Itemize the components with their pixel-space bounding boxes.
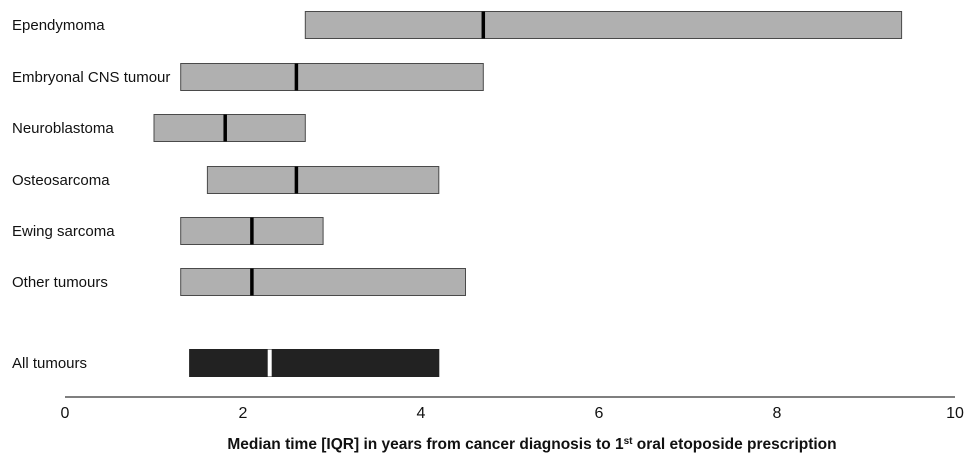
x-axis-title-superscript: st — [624, 436, 634, 447]
iqr-bar-other-tumours — [180, 268, 466, 296]
category-label-osteosarcoma: Osteosarcoma — [12, 172, 110, 189]
iqr-bar-ependymoma — [304, 11, 903, 39]
iqr-bar-all-tumours — [189, 349, 440, 377]
category-label-ewing-sarcoma: Ewing sarcoma — [12, 223, 115, 240]
x-axis-title-rest: oral etoposide prescription — [633, 436, 837, 453]
x-axis-title-main: Median time [IQR] in years from cancer d… — [227, 436, 624, 453]
x-tick-label-6: 6 — [595, 405, 604, 422]
bars-layer — [153, 11, 903, 377]
x-axis-title: Median time [IQR] in years from cancer d… — [227, 436, 836, 454]
category-label-other-tumours: Other tumours — [12, 274, 108, 291]
x-tick-label-8: 8 — [773, 405, 782, 422]
x-tick-label-10: 10 — [946, 405, 964, 422]
iqr-bar-neuroblastoma — [153, 114, 306, 142]
x-tick-label-4: 4 — [417, 405, 426, 422]
x-axis-ticks: 0 2 4 6 8 10 — [61, 405, 964, 422]
category-label-neuroblastoma: Neuroblastoma — [12, 120, 114, 137]
category-labels: Ependymoma Embryonal CNS tumour Neuroblast… — [12, 17, 170, 372]
iqr-bar-embryonal-cns-tumour — [180, 63, 484, 91]
iqr-bar-osteosarcoma — [206, 166, 440, 194]
category-label-ependymoma: Ependymoma — [12, 17, 105, 34]
x-tick-label-2: 2 — [239, 405, 248, 422]
x-tick-label-0: 0 — [61, 405, 70, 422]
category-label-all-tumours: All tumours — [12, 355, 87, 372]
category-label-embryonal-cns-tumour: Embryonal CNS tumour — [12, 69, 170, 86]
